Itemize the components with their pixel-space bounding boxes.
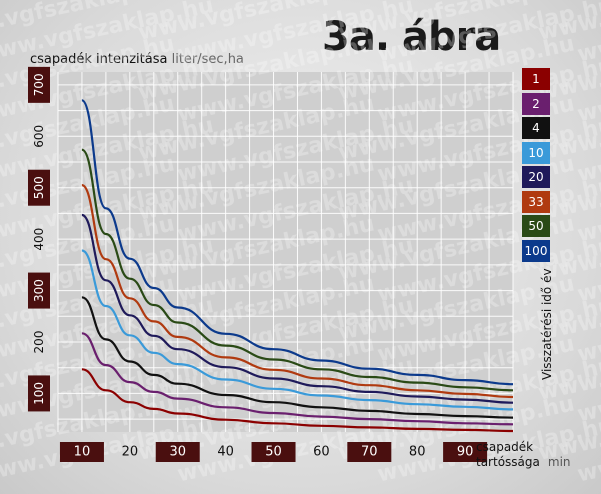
legend-item-50: 50 [522, 215, 550, 237]
y-tick-label: 100 [32, 382, 46, 405]
y-tick-label: 200 [32, 331, 46, 354]
chart-title: 3a. ábra [322, 14, 501, 60]
legend: 1 2 4 10 20 33 50 100 [522, 68, 550, 264]
x-tick-label: 30 [169, 445, 186, 460]
series-line-2 [81, 332, 514, 426]
x-tick-label: 10 [74, 445, 91, 460]
x-axis-label: csapadék tartóssága min [476, 440, 571, 470]
y-tick-label: 500 [32, 176, 46, 199]
series-line-100 [80, 99, 514, 386]
x-tick-box [59, 442, 104, 462]
y-tick-label: 300 [32, 279, 46, 302]
series-line-4 [81, 296, 514, 419]
x-tick-label: 80 [409, 445, 426, 460]
x-tick-label: 90 [457, 445, 474, 460]
x-axis-label-line2: tartóssága [476, 455, 540, 469]
x-tick-label: 40 [217, 445, 234, 460]
legend-item-100: 100 [522, 239, 550, 262]
series-line-1 [81, 368, 514, 433]
legend-item-4: 4 [522, 117, 550, 139]
legend-item-2: 2 [522, 92, 550, 115]
x-axis-label-line1: csapadék [476, 440, 534, 454]
x-tick-box [443, 442, 488, 462]
x-tick-label: 50 [265, 445, 282, 460]
legend-item-33: 33 [522, 190, 550, 213]
y-tick-box [28, 272, 50, 309]
y-tick-box [28, 66, 50, 103]
series-line-10 [81, 249, 514, 411]
y-axis-unit: liter/sec,ha [171, 52, 244, 67]
legend-item-20: 20 [522, 166, 550, 188]
x-tick-label: 60 [313, 445, 330, 460]
series-line-50 [81, 148, 514, 392]
y-axis-label-text: csapadék intenzitása [30, 52, 168, 67]
legend-title: Visszatérési idő év [540, 268, 554, 380]
y-tick-label: 600 [32, 125, 46, 148]
x-tick-label: 20 [122, 445, 139, 460]
y-tick-label: 700 [32, 73, 46, 96]
y-tick-box [28, 375, 50, 412]
series-line-20 [81, 213, 514, 404]
legend-item-10: 10 [522, 141, 550, 164]
x-tick-box [155, 442, 200, 462]
x-tick-box [347, 442, 392, 462]
legend-item-1: 1 [522, 68, 550, 90]
y-axis-label: csapadék intenzitása liter/sec,ha [30, 52, 244, 67]
x-tick-box [251, 442, 296, 462]
x-tick-label: 70 [361, 445, 378, 460]
y-tick-box [28, 169, 50, 206]
x-axis-unit: min [547, 455, 571, 469]
series-line-33 [81, 184, 514, 399]
y-tick-label: 400 [32, 228, 46, 251]
